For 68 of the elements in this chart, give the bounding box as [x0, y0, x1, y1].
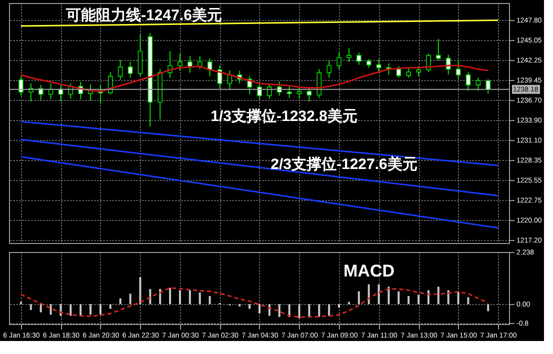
candlestick — [426, 52, 431, 72]
bar — [169, 288, 172, 304]
annotation: 2/3支撑位-1227.6美元 — [270, 154, 418, 173]
candlestick — [406, 67, 411, 78]
candlestick — [486, 78, 490, 94]
candlestick — [306, 87, 312, 102]
bar — [90, 304, 92, 315]
bar — [487, 304, 490, 312]
candlestick — [178, 52, 182, 72]
bar — [437, 286, 440, 304]
bar — [208, 296, 211, 304]
candlestick — [188, 56, 192, 74]
bar — [50, 304, 52, 315]
bar — [258, 304, 260, 314]
bar — [70, 304, 72, 316]
candlestick — [316, 68, 322, 98]
bar — [40, 304, 42, 312]
bar — [248, 304, 251, 309]
bar — [188, 290, 191, 304]
candlestick — [336, 52, 342, 70]
bar — [99, 304, 102, 315]
candlestick — [326, 59, 332, 78]
candlestick — [267, 84, 272, 100]
candlestick — [128, 61, 133, 78]
candlestick — [456, 59, 461, 79]
candlestick — [356, 52, 362, 66]
bar — [308, 304, 310, 318]
candlestick — [436, 38, 441, 61]
annotation: MACD — [344, 261, 394, 280]
bar — [457, 291, 460, 304]
candlestick — [18, 76, 24, 96]
bar — [328, 304, 330, 316]
bar — [418, 294, 420, 304]
candlestick — [296, 86, 302, 100]
candlestick — [138, 34, 143, 77]
bar — [198, 292, 201, 304]
bar — [358, 291, 360, 304]
bar — [30, 304, 32, 310]
bar — [298, 304, 300, 318]
candlestick — [416, 66, 421, 77]
bar — [119, 298, 122, 304]
candlestick — [466, 71, 471, 92]
candlestick — [286, 86, 292, 98]
bar — [238, 304, 241, 307]
annotation: 1/3支撑位-1232.8美元 — [210, 106, 358, 125]
bar — [278, 304, 280, 318]
bar — [139, 277, 142, 304]
bar — [338, 304, 340, 308]
bar — [178, 290, 181, 304]
bar — [388, 286, 390, 304]
candlestick — [396, 66, 402, 78]
bar — [447, 290, 450, 304]
candlestick — [346, 48, 352, 62]
candlestick — [118, 59, 123, 80]
bar — [318, 304, 320, 318]
candlestick — [257, 84, 262, 101]
bar — [467, 297, 470, 304]
bar — [129, 294, 132, 304]
bar — [149, 289, 152, 304]
bar — [109, 304, 112, 309]
candlestick — [376, 58, 382, 74]
annotation: 可能阻力线-1247.6美元 — [65, 6, 222, 24]
bar — [80, 304, 82, 316]
bar — [408, 296, 410, 304]
bar — [378, 284, 380, 304]
bar — [398, 291, 400, 304]
candlestick — [476, 77, 481, 92]
line-series — [20, 287, 489, 318]
